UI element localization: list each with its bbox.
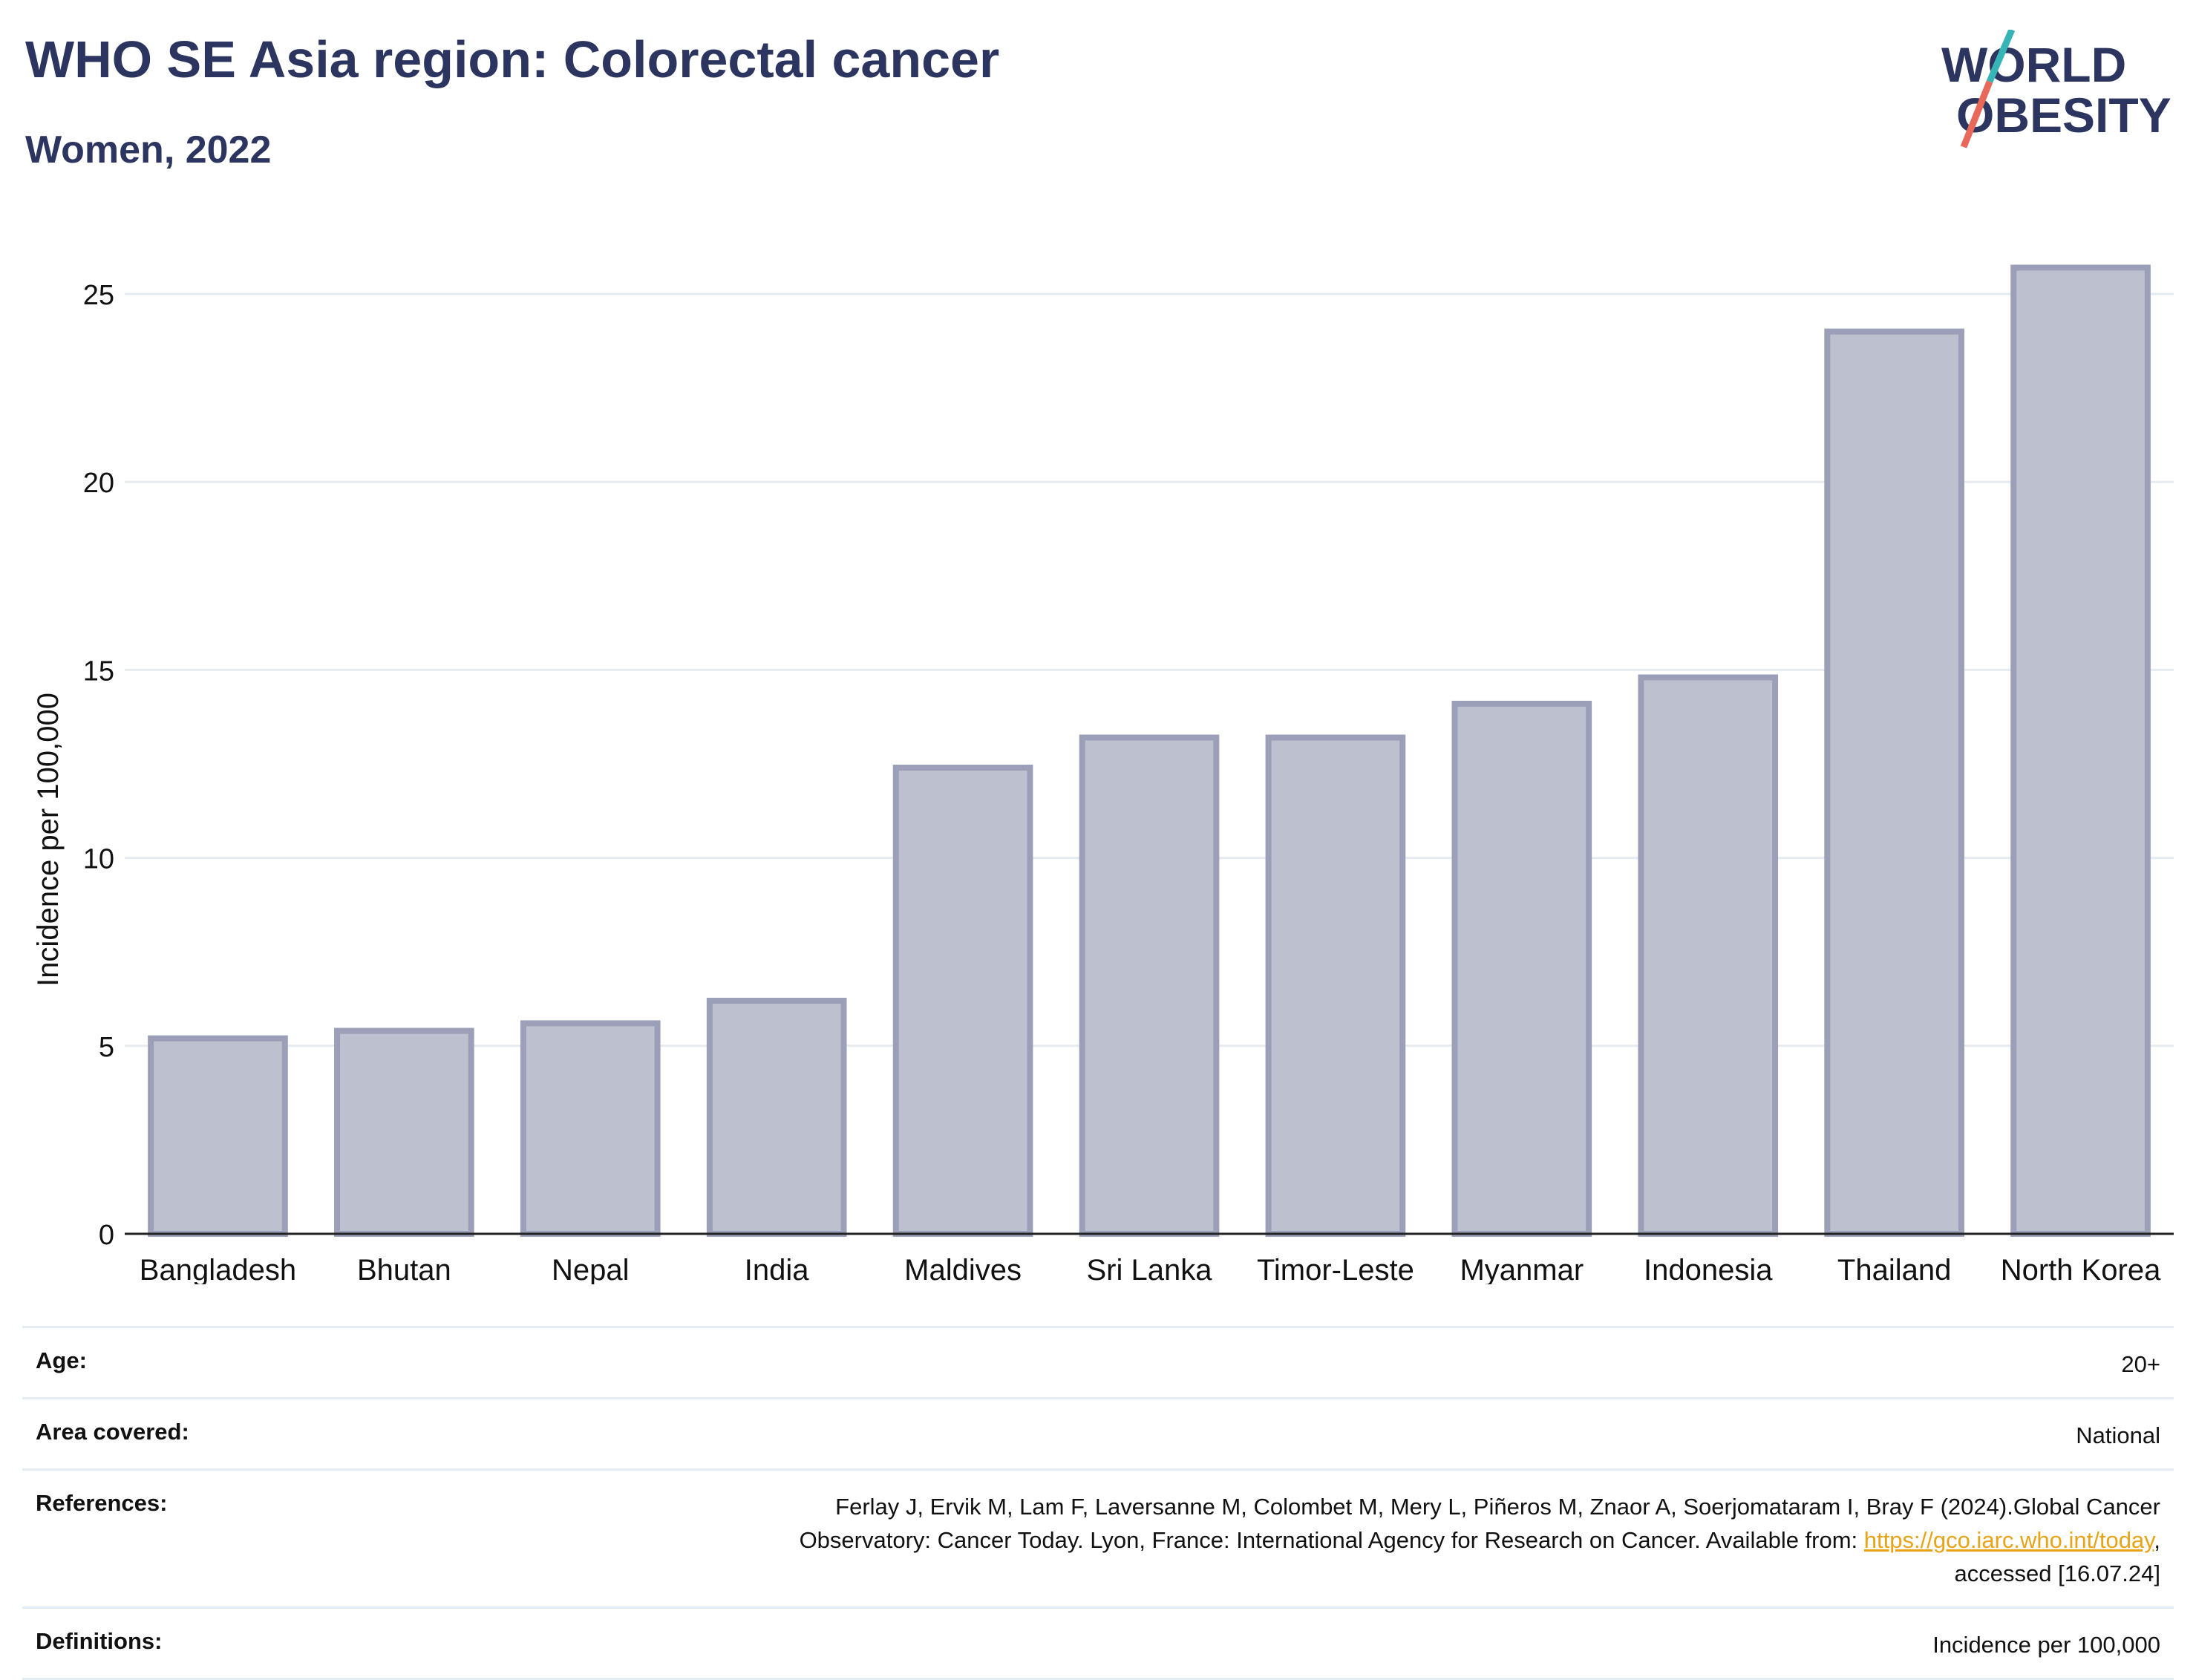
x-tick-label: Myanmar bbox=[1460, 1254, 1584, 1284]
bar-myanmar bbox=[1451, 700, 1592, 1237]
area-value: National bbox=[2076, 1422, 2160, 1448]
world-obesity-logo: WORLD OBESITY bbox=[1941, 30, 2172, 148]
bar-chart: 0 5 10 15 20 25 Bangladesh Bhutan Nepal India Mal… bbox=[32, 264, 2174, 1284]
age-label: Age: bbox=[36, 1347, 87, 1373]
y-tick-label: 20 bbox=[83, 468, 114, 499]
x-tick-label: North Korea bbox=[2001, 1254, 2161, 1284]
y-axis-ticks: 0 5 10 15 20 25 bbox=[83, 280, 114, 1251]
x-tick-label: Bhutan bbox=[357, 1254, 451, 1284]
bar-nepal bbox=[520, 1020, 661, 1238]
y-tick-label: 15 bbox=[83, 656, 114, 687]
age-value: 20+ bbox=[2121, 1351, 2160, 1377]
references-value: Ferlay J, Ervik M, Lam F, Laversanne M, … bbox=[799, 1494, 2160, 1586]
x-axis-ticks: Bangladesh Bhutan Nepal India Maldives Sri La… bbox=[140, 1254, 2161, 1284]
bar-bangladesh bbox=[148, 1035, 288, 1238]
definitions-value: Incidence per 100,000 bbox=[1932, 1632, 2160, 1658]
references-line3: accessed [16.07.24] bbox=[1954, 1560, 2160, 1586]
x-tick-label: Timor-Leste bbox=[1257, 1254, 1414, 1284]
info-row-area: Area covered: National bbox=[22, 1397, 2174, 1468]
logo-slash-teal bbox=[1986, 30, 2016, 83]
info-row-age: Age: 20+ bbox=[22, 1326, 2174, 1397]
y-tick-label: 0 bbox=[99, 1220, 114, 1251]
y-axis-label: Incidence per 100,000 bbox=[32, 693, 65, 987]
x-tick-label: Bangladesh bbox=[140, 1254, 296, 1284]
info-table: Age: 20+ Area covered: National Referenc… bbox=[22, 1326, 2174, 1680]
bar-maldives bbox=[892, 765, 1033, 1237]
info-row-references: References: Ferlay J, Ervik M, Lam F, La… bbox=[22, 1468, 2174, 1607]
bar-india bbox=[706, 998, 847, 1237]
bar-north-korea bbox=[2010, 264, 2151, 1238]
x-tick-label: Sri Lanka bbox=[1087, 1254, 1213, 1284]
x-tick-label: Indonesia bbox=[1644, 1254, 1773, 1284]
x-tick-label: Nepal bbox=[552, 1254, 630, 1284]
x-tick-label: Thailand bbox=[1837, 1254, 1951, 1284]
y-tick-label: 5 bbox=[99, 1032, 114, 1063]
logo-line1: WORLD bbox=[1941, 37, 2126, 92]
logo-line2: OBESITY bbox=[1956, 88, 2172, 143]
bars bbox=[148, 264, 2151, 1238]
bar-thailand bbox=[1824, 328, 1964, 1238]
info-row-definitions: Definitions: Incidence per 100,000 bbox=[22, 1607, 2174, 1680]
x-tick-label: India bbox=[745, 1254, 809, 1284]
references-line2: Observatory: Cancer Today. Lyon, France:… bbox=[799, 1527, 1864, 1553]
bar-sri-lanka bbox=[1079, 734, 1220, 1237]
references-label: References: bbox=[36, 1490, 168, 1516]
bar-timor-leste bbox=[1265, 734, 1406, 1237]
area-label: Area covered: bbox=[36, 1419, 189, 1445]
references-line1: Ferlay J, Ervik M, Lam F, Laversanne M, … bbox=[835, 1494, 2160, 1520]
bar-bhutan bbox=[334, 1027, 474, 1238]
chart-title: WHO SE Asia region: Colorectal cancer bbox=[25, 30, 1000, 88]
bar-indonesia bbox=[1638, 674, 1779, 1237]
y-tick-label: 10 bbox=[83, 844, 114, 875]
x-tick-label: Maldives bbox=[904, 1254, 1022, 1284]
references-link[interactable]: https://gco.iarc.who.int/today bbox=[1863, 1527, 2154, 1553]
y-tick-label: 25 bbox=[83, 280, 114, 311]
definitions-label: Definitions: bbox=[36, 1628, 163, 1654]
chart-subtitle: Women, 2022 bbox=[25, 128, 272, 171]
logo-slash-coral bbox=[1960, 80, 1993, 148]
